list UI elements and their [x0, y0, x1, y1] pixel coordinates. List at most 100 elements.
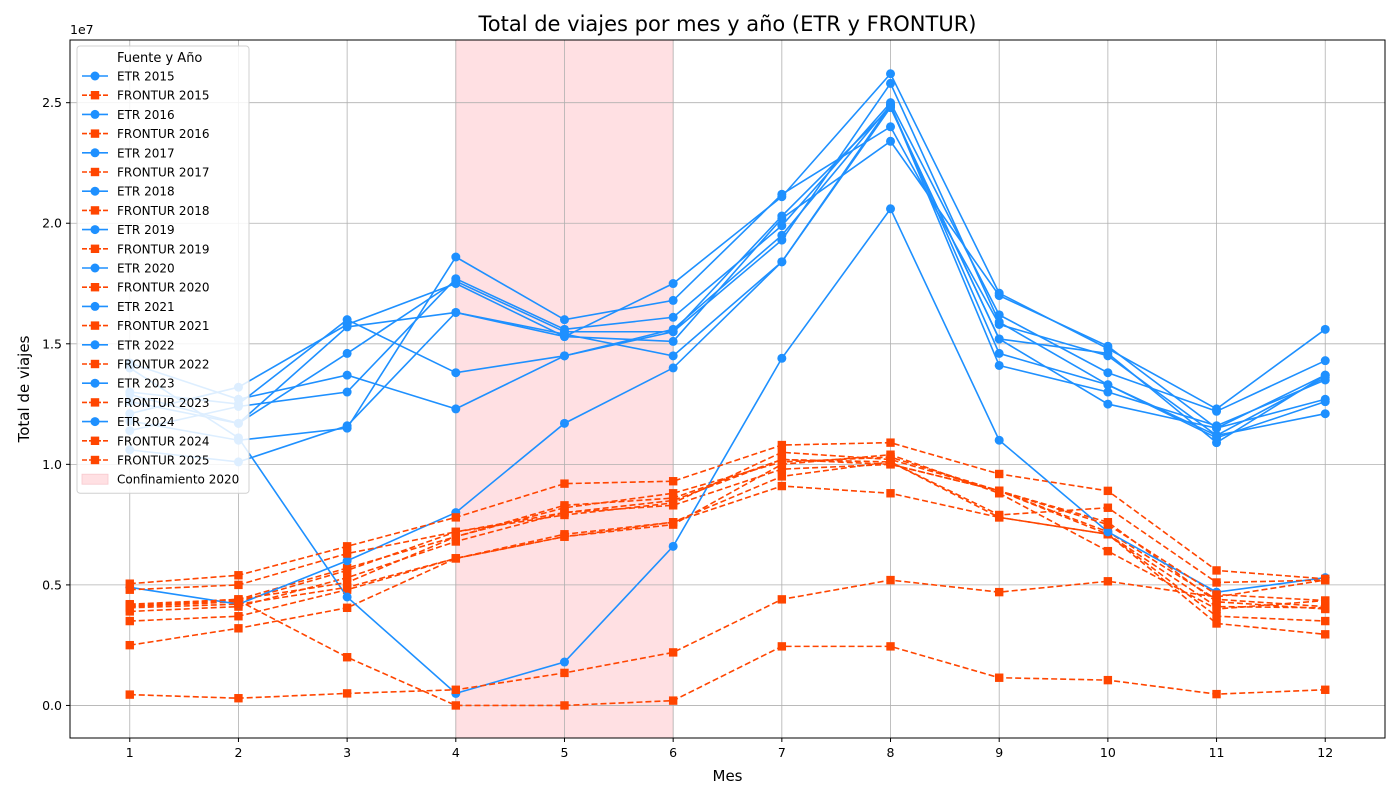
data-point: [668, 648, 678, 657]
series-frontur-2025: [125, 455, 1330, 610]
data-point: [451, 527, 461, 537]
legend-label: FRONTUR 2025: [117, 454, 209, 468]
data-point: [668, 520, 678, 529]
x-tick-label: 8: [887, 745, 895, 760]
data-point: [451, 537, 461, 546]
legend-label: FRONTUR 2023: [117, 396, 209, 410]
series-line: [129, 461, 1326, 646]
y-tick-label: 1.5: [42, 336, 62, 351]
legend-label: ETR 2016: [117, 108, 175, 122]
legend-marker: [90, 417, 100, 427]
data-point: [559, 315, 569, 325]
x-tick-label: 5: [561, 745, 569, 760]
legend-marker: [90, 436, 100, 445]
legend-marker: [90, 71, 100, 81]
data-point: [994, 360, 1004, 370]
data-point: [777, 595, 787, 604]
data-point: [451, 513, 461, 522]
data-point: [668, 498, 678, 508]
x-tick-label: 1: [126, 745, 134, 760]
data-point: [342, 578, 352, 587]
data-point: [777, 642, 787, 651]
data-point: [1321, 596, 1330, 605]
data-point: [560, 532, 569, 541]
legend-item: FRONTUR 2015: [82, 89, 209, 103]
y-tick-label: 2.0: [42, 216, 62, 231]
legend-marker: [90, 109, 100, 119]
data-point: [886, 204, 896, 214]
x-axis-label: Mes: [713, 767, 743, 785]
legend-marker: [90, 167, 100, 177]
data-point: [777, 464, 787, 474]
data-point: [125, 601, 134, 610]
series-line: [129, 101, 1326, 432]
data-point: [668, 327, 678, 337]
data-point: [125, 585, 134, 594]
data-point: [777, 192, 787, 202]
data-point: [1212, 597, 1221, 606]
legend-marker: [90, 186, 100, 196]
data-point: [560, 668, 569, 678]
data-point: [559, 332, 569, 342]
series-line: [129, 72, 1326, 415]
data-point: [1321, 685, 1330, 694]
legend-item: FRONTUR 2020: [82, 281, 209, 295]
series-line: [129, 125, 1326, 442]
data-point: [125, 616, 134, 626]
data-point: [451, 252, 461, 262]
data-point: [342, 603, 352, 613]
legend-label: ETR 2017: [117, 146, 175, 160]
data-point: [994, 320, 1004, 330]
data-point: [342, 592, 352, 602]
series-line: [129, 207, 1326, 695]
legend-item: ETR 2024: [82, 415, 175, 429]
data-point: [994, 673, 1004, 682]
legend-marker: [90, 340, 100, 350]
legend-item: ETR 2021: [82, 300, 175, 314]
axes-frame: [69, 39, 1386, 739]
legend-item: FRONTUR 2025: [82, 454, 209, 468]
data-point: [451, 307, 461, 317]
data-point: [451, 404, 461, 414]
data-point: [342, 320, 352, 330]
data-point: [1103, 351, 1113, 361]
series-line: [129, 579, 1326, 700]
legend-label: FRONTUR 2021: [117, 319, 209, 333]
legend-item: FRONTUR 2016: [82, 127, 209, 141]
data-point: [1212, 438, 1222, 448]
data-point: [1321, 604, 1330, 614]
data-point: [342, 421, 352, 431]
data-point: [1321, 575, 1330, 585]
data-point: [1212, 404, 1222, 414]
data-point: [559, 657, 569, 667]
legend-marker: [90, 398, 100, 407]
legend-item-shaded-region: Confinamiento 2020: [81, 473, 239, 487]
data-point: [1212, 566, 1221, 575]
legend-item: ETR 2023: [82, 377, 175, 391]
legend-label: FRONTUR 2020: [117, 281, 209, 295]
legend-label: Confinamiento 2020: [117, 473, 239, 487]
data-point: [1212, 423, 1222, 433]
legend-item: FRONTUR 2018: [82, 204, 209, 218]
data-point: [668, 336, 678, 346]
data-point: [777, 353, 787, 363]
data-point: [1320, 394, 1330, 404]
data-point: [886, 457, 895, 467]
legend-item: ETR 2018: [82, 185, 175, 199]
data-point: [1320, 370, 1330, 380]
y-axis-offset-label: 1e7: [70, 22, 94, 37]
legend-marker: [90, 225, 100, 235]
data-point: [1321, 616, 1330, 626]
data-point: [777, 481, 787, 491]
data-point: [886, 642, 895, 651]
legend-item: FRONTUR 2023: [82, 396, 209, 410]
legend-marker: [90, 148, 100, 158]
legend-item: FRONTUR 2017: [82, 166, 209, 180]
legend-label: FRONTUR 2019: [117, 242, 209, 256]
legend-marker: [90, 263, 100, 273]
data-point: [125, 690, 134, 699]
legend-item: FRONTUR 2024: [82, 434, 209, 448]
data-point: [1212, 619, 1221, 628]
data-point: [1212, 590, 1221, 599]
data-point: [886, 122, 896, 132]
